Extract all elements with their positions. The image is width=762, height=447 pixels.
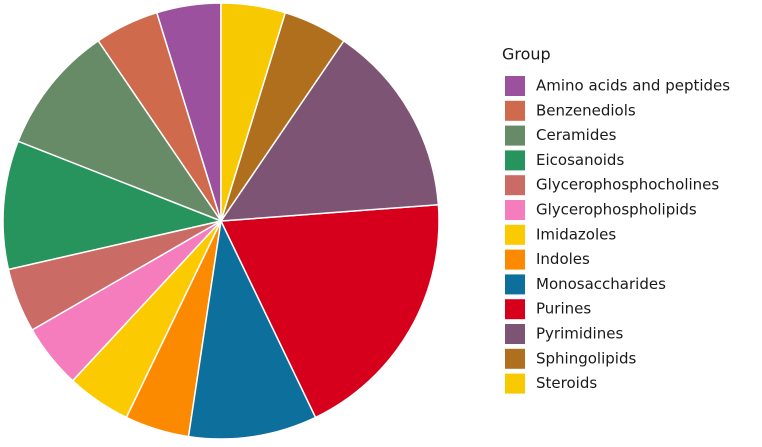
legend-label: Monosaccharides — [536, 275, 666, 293]
legend-title: Group — [502, 45, 551, 64]
legend-swatch — [505, 150, 525, 171]
legend-swatch — [505, 348, 525, 369]
legend-swatch — [505, 200, 525, 220]
legend-swatch — [505, 224, 525, 245]
pie-slice — [2, 140, 224, 271]
pie-slice — [220, 2, 287, 222]
legend-swatch — [505, 100, 525, 121]
legend-label: Pyrimidines — [536, 325, 623, 343]
legend-swatch — [505, 299, 525, 320]
legend-label: Imidazoles — [536, 225, 616, 243]
pie-slice — [219, 203, 440, 419]
legend-label: Glycerophosphocholines — [536, 176, 719, 194]
legend-label: Sphingolipids — [536, 349, 636, 367]
legend-label: Eicosanoids — [536, 151, 624, 169]
legend-swatch — [505, 76, 525, 96]
legend-label: Ceramides — [536, 126, 617, 144]
legend-swatch — [505, 373, 525, 394]
legend-label: Steroids — [536, 374, 597, 392]
legend-swatch — [505, 324, 525, 344]
legend-label: Purines — [536, 300, 591, 318]
legend-label: Amino acids and peptides — [536, 77, 730, 95]
pie-slice — [17, 39, 223, 223]
legend-swatch — [505, 125, 525, 146]
legend-label: Glycerophospholipids — [536, 201, 697, 219]
legend-swatch — [505, 175, 525, 196]
legend-label: Indoles — [536, 250, 590, 268]
legend-swatch — [505, 274, 525, 295]
pie-slice — [219, 39, 440, 222]
legend-label: Benzenediols — [536, 101, 636, 119]
pie-slice — [187, 218, 317, 440]
legend-swatch — [505, 249, 525, 270]
